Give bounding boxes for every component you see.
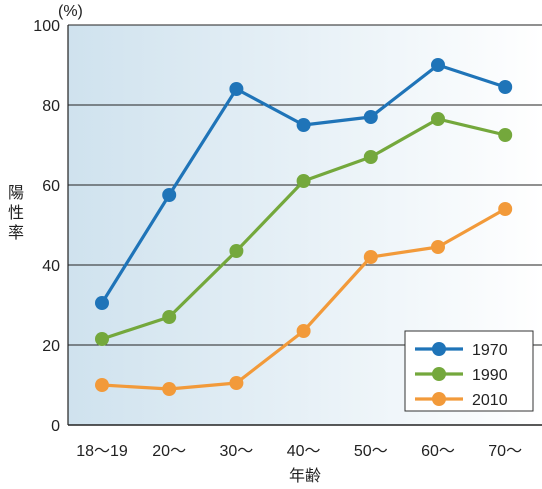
legend-marker [432,367,446,381]
data-point [95,296,109,310]
data-point [95,378,109,392]
x-tick-label: 50〜 [354,443,388,460]
data-point [431,112,445,126]
y-axis-label: 陽性率 [8,184,24,242]
y-tick-label: 0 [51,418,60,435]
data-point [162,310,177,324]
data-point [162,382,177,396]
x-tick-label: 20〜 [152,443,186,460]
data-point [363,150,378,164]
legend-label: 2010 [472,392,508,409]
y-tick-label: 40 [42,258,60,275]
series-1970 [95,58,513,310]
x-tick-label: 60〜 [421,443,455,460]
x-axis-label: 年齢 [289,467,321,485]
legend-label: 1970 [472,342,508,359]
legend: 1970 1990 2010 [404,330,534,412]
data-point [296,174,311,188]
x-tick-labels: 18〜19 20〜 30〜 40〜 50〜 60〜 70〜 [76,443,522,460]
data-point [296,118,311,132]
legend-item-1970: 1970 [415,342,508,359]
data-point [431,58,445,72]
data-point [229,82,244,96]
data-point [229,376,244,390]
x-tick-label: 18〜19 [76,443,128,460]
legend-marker [432,392,446,406]
legend-item-1990: 1990 [415,367,508,384]
y-tick-label: 80 [42,98,60,115]
y-tick-label: 60 [42,178,60,195]
data-point [431,240,445,254]
y-tick-label: 20 [42,338,60,355]
y-tick-label: 100 [33,18,60,35]
data-point [162,188,177,202]
grid [68,24,542,426]
legend-label: 1990 [472,367,508,384]
series-1990 [95,112,513,346]
x-tick-label: 30〜 [219,443,253,460]
legend-item-2010: 2010 [415,392,508,409]
x-tick-label: 70〜 [488,443,522,460]
data-point [296,324,311,338]
data-point [363,250,378,264]
data-point [95,332,109,346]
series-group [95,58,513,396]
data-point [229,244,244,258]
data-point [498,202,513,216]
data-point [498,80,513,94]
data-point [363,110,378,124]
legend-marker [432,342,446,356]
x-tick-label: 40〜 [287,443,321,460]
data-point [498,128,513,142]
unit-label: (%) [58,3,83,20]
series-2010 [95,202,513,396]
y-tick-labels: 0 20 40 60 80 100 [33,18,60,435]
